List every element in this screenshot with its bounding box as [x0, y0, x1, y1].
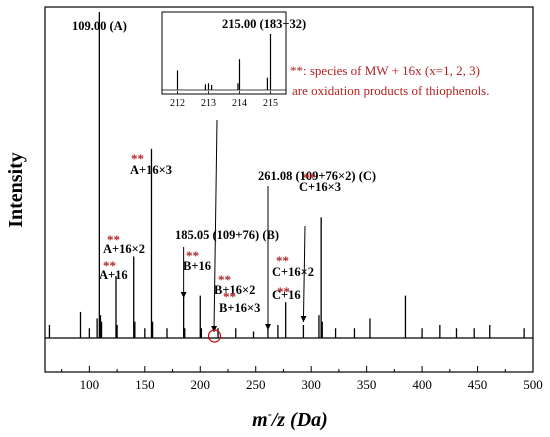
- inset-frame: [161, 11, 287, 95]
- oxidation-label-201: B+16: [183, 259, 211, 273]
- x-tick-label-450: 450: [468, 377, 488, 392]
- oxidation-label-277: C+16: [272, 288, 301, 302]
- peak-annotations: 109.00 (A) 185.05 (109+76) (B) 261.08 (109…: [72, 19, 376, 343]
- x-tick-label-400: 400: [412, 377, 432, 392]
- inset-peak-label: 215.00 (183+32): [222, 17, 306, 31]
- peak-label-261: 261.08 (109+76×2) (C): [258, 169, 376, 183]
- oxidation-note: **: species of MW + 16x (x=1, 2, 3) are …: [290, 63, 490, 98]
- arrow-215-head: [211, 325, 218, 332]
- oxidation-label-232: B+16×3: [219, 301, 260, 315]
- svg-text:**: species of MW + 16x (x=1,: **: species of MW + 16x (x=1, 2, 3): [290, 63, 480, 78]
- peak-label-185: 185.05 (109+76) (B): [175, 228, 279, 242]
- x-tick-label-250: 250: [246, 377, 266, 392]
- arrow-c16x3: [302, 225, 306, 323]
- note-line-2: are oxidation products of thiophenols.: [292, 83, 490, 98]
- oxidation-label-124: A+16: [99, 268, 128, 282]
- oxidation-star-216: **: [218, 272, 231, 287]
- oxidation-label-140: A+16×2: [103, 242, 145, 256]
- x-tick-label-500: 500: [523, 377, 543, 392]
- highlight-circle-215: [207, 329, 222, 343]
- x-tick-label-100: 100: [80, 377, 100, 392]
- x-axis-ticks: 100 150 200 250 300 350 400 450 500: [61, 366, 543, 392]
- oxidation-star-156: **: [131, 151, 144, 166]
- x-tick-label-350: 350: [357, 377, 377, 392]
- inset-x-tick-label-214: 214: [232, 98, 247, 109]
- note-star: **: [290, 63, 303, 78]
- oxidation-star-277: **: [277, 284, 290, 299]
- inset-x-tick-label-213: 213: [201, 98, 216, 109]
- oxidation-star-309: **: [303, 170, 316, 185]
- arrow-b-head: [180, 292, 187, 298]
- x-axis-title: m-/z (Da): [252, 407, 328, 431]
- x-axis-title-tail: /z (Da): [270, 409, 328, 431]
- oxidation-star-140: **: [107, 232, 120, 247]
- arrow-c-head: [265, 324, 271, 330]
- inset-x-tick-label-215: 215: [263, 98, 278, 109]
- spectrum-peaks: [48, 12, 525, 338]
- x-axis-title-sup: -: [268, 407, 272, 421]
- x-tick-label-300: 300: [301, 377, 321, 392]
- peak-label-109: 109.00 (A): [72, 19, 127, 33]
- inset-x-tick-label-212: 212: [170, 98, 185, 109]
- x-axis-title-m: m: [252, 409, 268, 431]
- oxidation-label-309: C+16×3: [299, 180, 341, 194]
- inset-plot: 212 213 214 215 215.00 (183+32): [161, 11, 306, 109]
- oxidation-star-201: **: [186, 248, 199, 263]
- note-line-1: : species of MW + 16x (x=1, 2, 3): [303, 63, 480, 78]
- oxidation-label-293: C+16×2: [272, 265, 314, 279]
- x-tick-label-150: 150: [135, 377, 155, 392]
- oxidation-star-124: **: [103, 258, 116, 273]
- x-tick-label-200: 200: [191, 377, 211, 392]
- plot-frame: [44, 6, 534, 373]
- arrow-c16x3-head: [300, 315, 307, 322]
- arrow-215: [213, 119, 218, 333]
- oxidation-label-216: B+16×2: [214, 283, 255, 297]
- oxidation-star-293: **: [276, 253, 289, 268]
- oxidation-label-156: A+16×3: [130, 163, 172, 177]
- oxidation-star-232: **: [223, 289, 236, 304]
- y-axis-title: Intensity: [5, 152, 27, 228]
